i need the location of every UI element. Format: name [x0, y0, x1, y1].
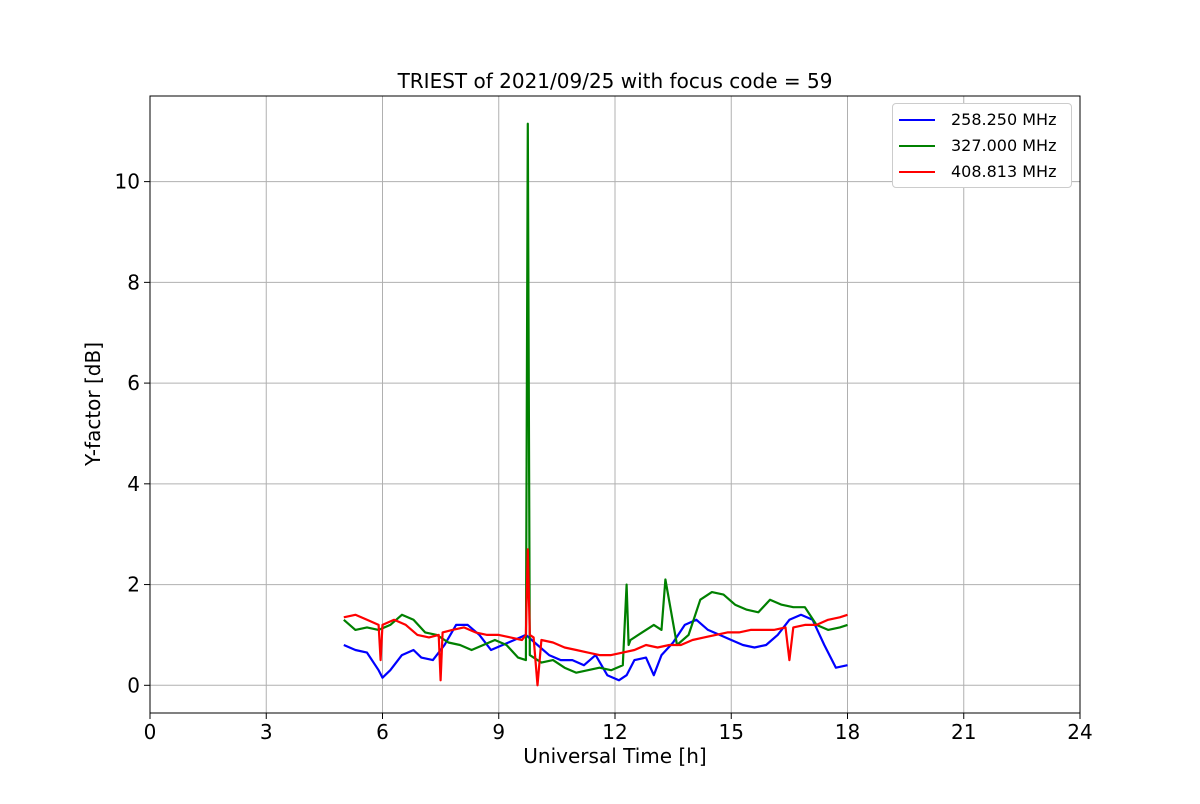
x-tick-label: 24	[1067, 720, 1092, 744]
y-tick-label: 8	[127, 270, 140, 294]
y-axis-label: Y-factor [dB]	[81, 342, 105, 467]
x-tick-label: 6	[376, 720, 389, 744]
legend-label: 408.813 MHz	[951, 162, 1057, 181]
grid-lines	[149, 96, 1081, 713]
legend-swatch-blue	[899, 119, 935, 121]
x-tick-label: 9	[492, 720, 505, 744]
chart-legend: 258.250 MHz 327.000 MHz 408.813 MHz	[892, 103, 1072, 188]
y-tick-label: 10	[115, 170, 140, 194]
y-tick-label: 0	[127, 673, 140, 697]
series-lines	[343, 122, 848, 687]
y-tick-label: 6	[127, 371, 140, 395]
x-tick-label: 15	[719, 720, 744, 744]
plot-frame	[149, 95, 1081, 714]
legend-item-408-813-mhz: 408.813 MHz	[893, 159, 1071, 185]
y-tick-label: 2	[127, 573, 140, 597]
legend-item-258-250-mhz: 258.250 MHz	[893, 107, 1071, 133]
series-line-1	[343, 122, 848, 674]
x-tick-label: 21	[951, 720, 976, 744]
x-tick-label: 3	[260, 720, 273, 744]
legend-swatch-green	[899, 145, 935, 147]
x-axis-label: Universal Time [h]	[523, 744, 706, 768]
x-tick-label: 12	[602, 720, 627, 744]
series-line-2	[343, 548, 848, 687]
legend-item-327-000-mhz: 327.000 MHz	[893, 133, 1071, 159]
chart-title: TRIEST of 2021/09/25 with focus code = 5…	[397, 69, 833, 93]
y-tick-label: 4	[127, 472, 140, 496]
legend-label: 327.000 MHz	[951, 136, 1057, 155]
x-tick-label: 18	[835, 720, 860, 744]
legend-swatch-red	[899, 171, 935, 173]
legend-label: 258.250 MHz	[951, 110, 1057, 129]
x-tick-label: 0	[144, 720, 157, 744]
